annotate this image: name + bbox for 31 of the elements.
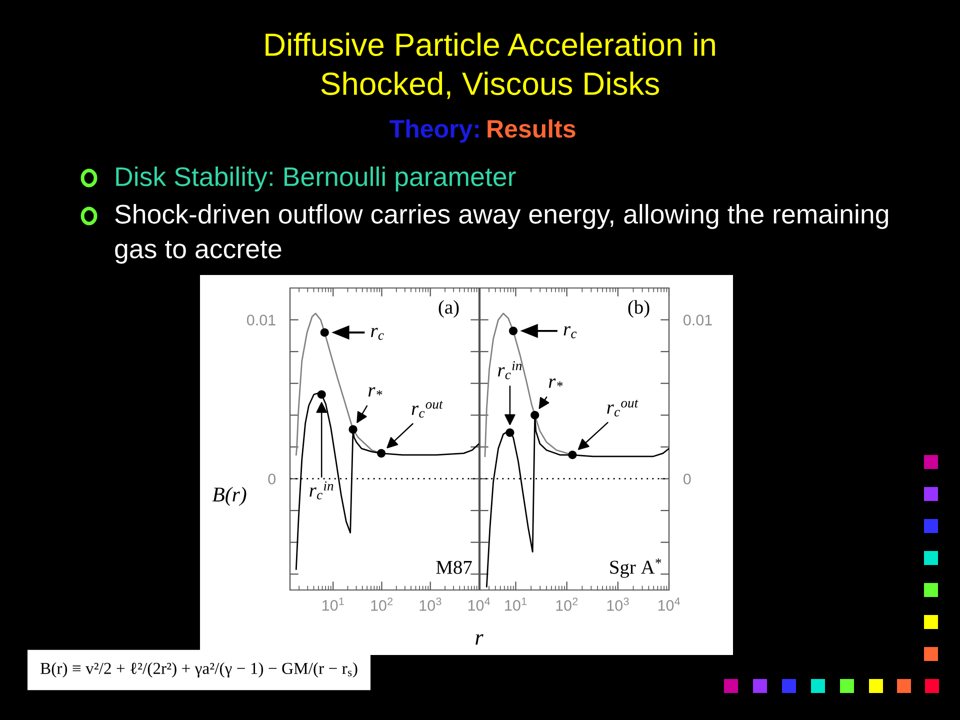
- annotation: r$_{*}$: [368, 387, 382, 396]
- x-tick-label: 10$^{2}$: [556, 598, 578, 611]
- y-tick-label: 0.01: [683, 314, 712, 326]
- annotation: r$_{c}$$^{out}$: [607, 400, 638, 416]
- annotation: (a): [438, 300, 459, 318]
- x-tick-label: 10$^{3}$: [420, 598, 442, 611]
- annotation: r$_{c}$: [371, 328, 384, 340]
- y-axis-title: B(r): [212, 486, 246, 506]
- annotation: r$_{c}$$^{in}$: [310, 481, 334, 500]
- text: Disk Stability: Bernoulli parameter: [116, 166, 516, 192]
- annotation: M87: [436, 560, 472, 574]
- y-tick-label: 0: [268, 474, 276, 484]
- x-tick-label: 10$^{1}$: [322, 598, 344, 611]
- x-tick-label: 10$^{3}$: [607, 598, 629, 611]
- x-tick-label: 10$^{4}$: [468, 598, 490, 611]
- annotation: Sgr A$^{*}$: [610, 558, 662, 578]
- x-tick-label: 10$^{1}$: [505, 598, 527, 611]
- x-tick-label: 10$^{2}$: [371, 598, 393, 611]
- annotation: (b): [628, 300, 650, 318]
- y-tick-label: 0: [683, 474, 691, 484]
- text: B(r) ≡ v²/2 + ℓ²/(2r²) + γa²/(γ − 1) − GM/(r − r$_{s}$): [40, 662, 358, 678]
- annotation: r$_{c}$$^{in}$: [498, 361, 522, 380]
- text: Theory: Results: [390, 119, 576, 143]
- annotation: r$_{c}$$^{out}$: [412, 400, 444, 418]
- annotation: r$_{c}$: [564, 326, 577, 338]
- annotation: r$_{*}$: [548, 378, 563, 388]
- x-axis-title: r: [476, 634, 484, 645]
- x-tick-label: 10$^{4}$: [658, 598, 680, 611]
- text: Diffusive Particle Acceleration in Shocked, Viscous Disks: [266, 32, 715, 99]
- text: Shock-driven outflow carries away energy, allowing the remaining gas to accrete: [115, 204, 888, 264]
- y-tick-label: 0.01: [246, 314, 276, 326]
